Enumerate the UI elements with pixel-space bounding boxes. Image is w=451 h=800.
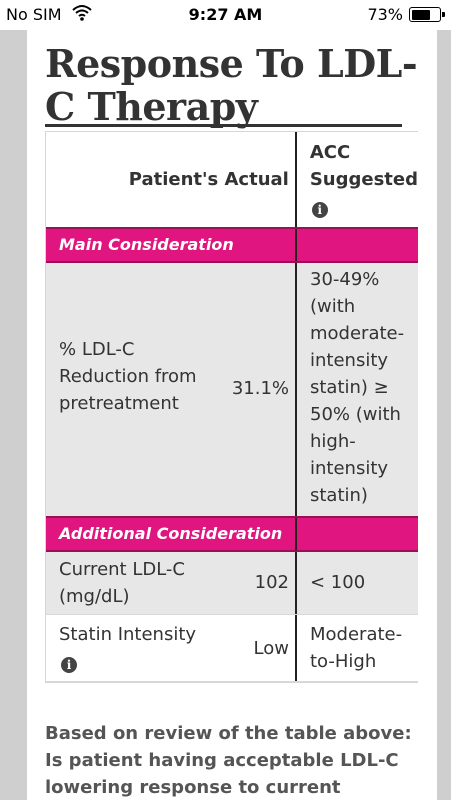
- row-label: Statin Intensity: [59, 624, 197, 645]
- battery-percent: 73%: [367, 5, 403, 24]
- row-suggested-value: 30-49% (with moderate-intensity statin) …: [310, 269, 405, 506]
- section-row-main: Main Consideration: [46, 227, 418, 263]
- wifi-icon: [72, 5, 92, 21]
- section-label: Main Consideration: [46, 229, 297, 261]
- header-acc-suggested-label: ACC Suggested: [309, 142, 418, 190]
- row-label-cell: Current LDL-C (mg/dL) 102: [46, 552, 297, 614]
- section-row-additional: Additional Consideration: [46, 516, 418, 552]
- table-header-row: Patient's Actual ACC Suggested i: [46, 132, 418, 227]
- row-label: Current LDL-C (mg/dL): [59, 559, 185, 607]
- status-bar: No SIM 9:27 AM 73%: [0, 0, 451, 30]
- row-suggested-value: Moderate-to-High: [310, 624, 403, 672]
- carrier-label: No SIM: [6, 5, 62, 24]
- row-label-cell: Statin Intensity i Low: [46, 615, 297, 681]
- clock: 9:27 AM: [188, 5, 263, 24]
- table-row: Statin Intensity i Low Moderate-to-High: [46, 615, 418, 682]
- section-spacer: [297, 229, 418, 261]
- header-acc-suggested: ACC Suggested i: [297, 132, 418, 227]
- battery-fill: [411, 9, 431, 20]
- section-label: Additional Consideration: [46, 518, 297, 550]
- row-actual-value: 102: [254, 572, 289, 593]
- header-patient-actual: Patient's Actual: [46, 132, 297, 227]
- row-label-wrap: Statin Intensity i: [59, 621, 219, 675]
- ldl-response-table: Patient's Actual ACC Suggested i Main Co…: [45, 131, 418, 683]
- question-text: Based on review of the table above: Is p…: [45, 723, 412, 798]
- row-label: % LDL-C Reduction from pretreatment: [59, 339, 197, 414]
- battery-nub: [442, 12, 445, 17]
- page-title: Response To LDL-C Therapy: [45, 41, 418, 129]
- title-underline: [45, 124, 402, 127]
- row-label-cell: % LDL-C Reduction from pretreatment 31.1…: [46, 263, 297, 516]
- battery-icon: [409, 7, 445, 22]
- header-patient-actual-label: Patient's Actual: [128, 169, 289, 190]
- info-icon[interactable]: i: [61, 657, 77, 673]
- row-actual-value: 31.1%: [231, 378, 289, 399]
- table-row: Current LDL-C (mg/dL) 102 < 100: [46, 552, 418, 615]
- row-suggested-value: < 100: [310, 572, 366, 593]
- content-page: Response To LDL-C Therapy Patient's Actu…: [27, 30, 437, 800]
- section-spacer: [297, 518, 418, 550]
- row-actual-value: Low: [253, 638, 289, 659]
- table-row: % LDL-C Reduction from pretreatment 31.1…: [46, 263, 418, 516]
- info-icon[interactable]: i: [311, 202, 328, 218]
